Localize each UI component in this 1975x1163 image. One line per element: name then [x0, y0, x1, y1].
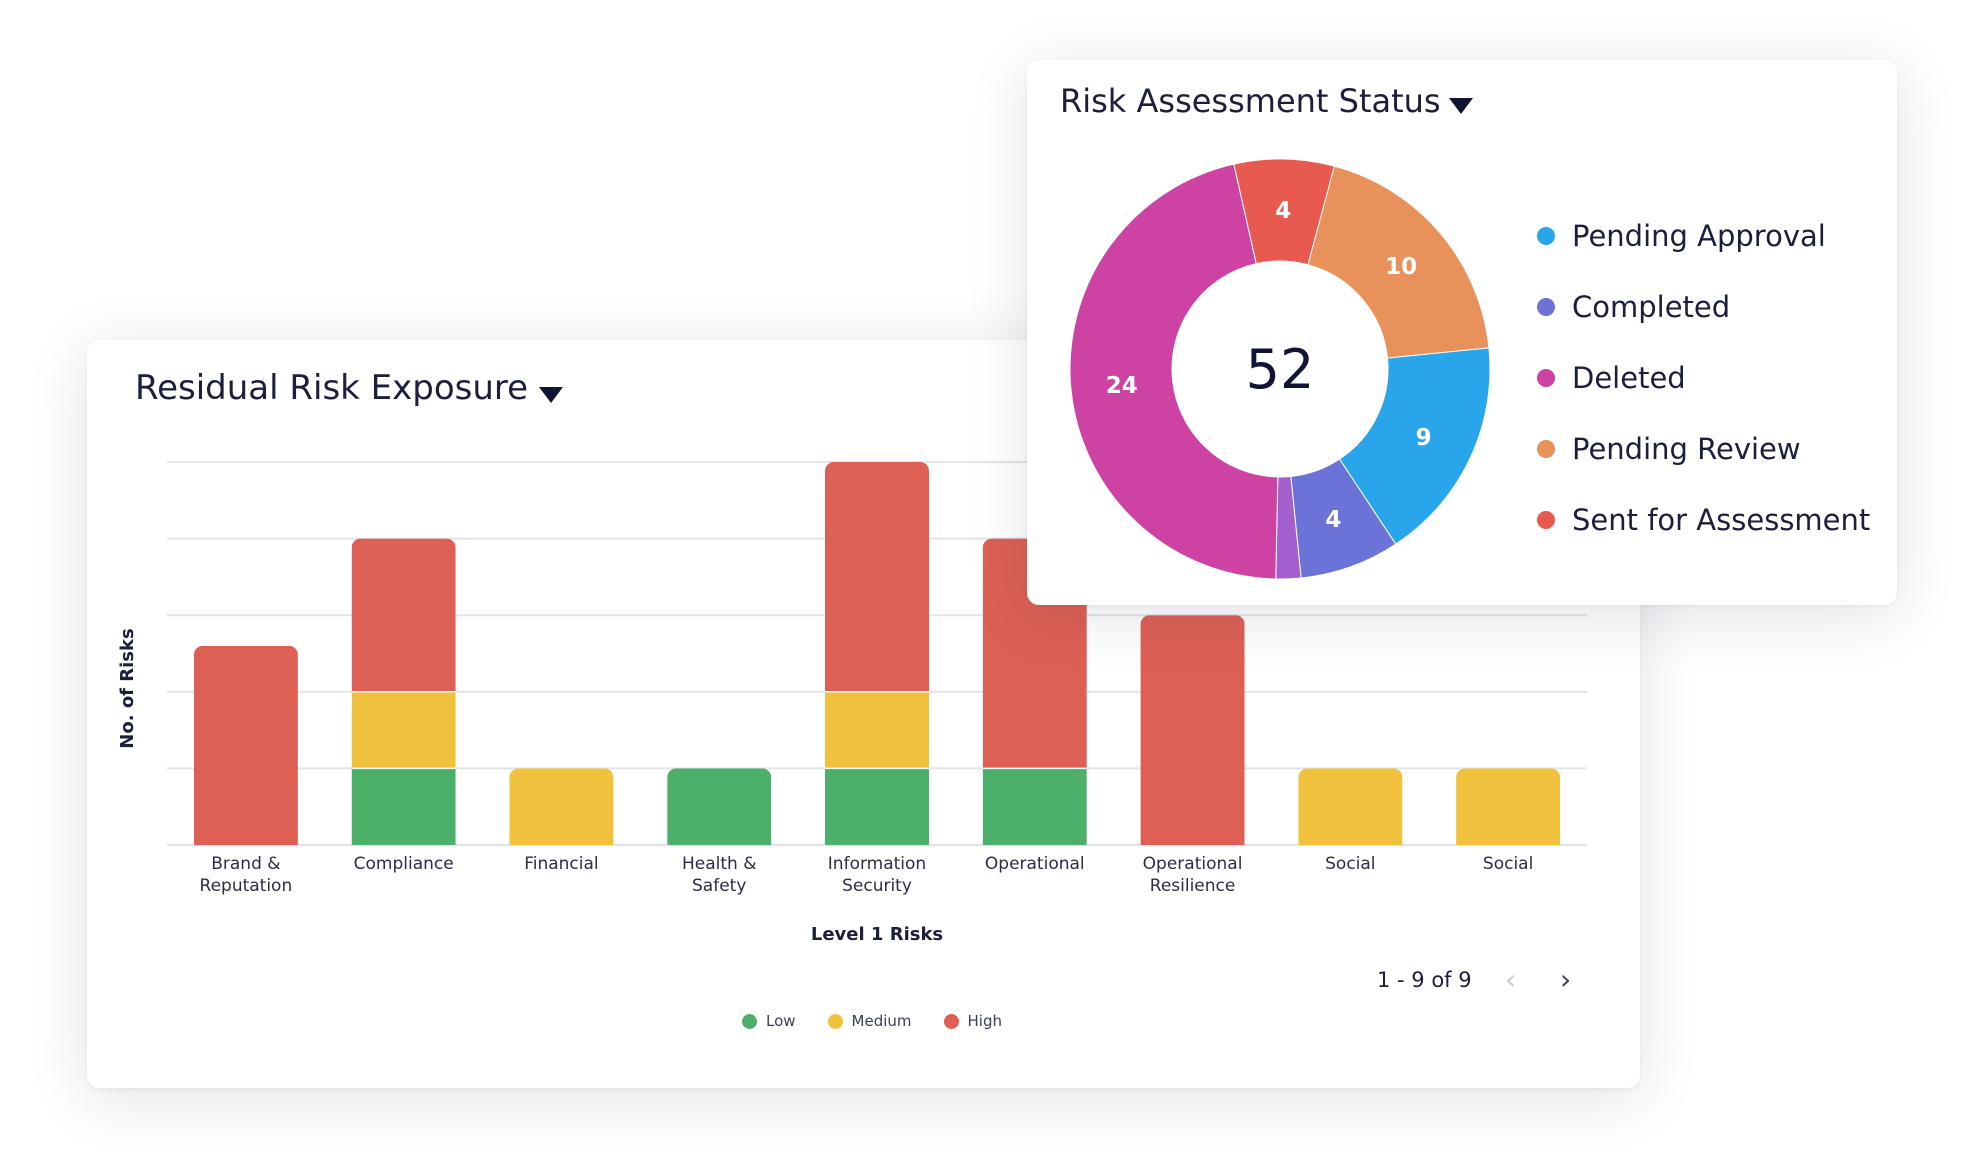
bar-stack-brand-reputation[interactable]: [193, 645, 298, 845]
bar-chart-legend: Low Medium High: [742, 1012, 1002, 1030]
donut-legend-label: Pending Approval: [1572, 218, 1826, 253]
donut-chart-legend: Pending Approval Completed Deleted Pending …: [1537, 200, 1870, 555]
bar-segment-medium[interactable]: [351, 691, 456, 769]
donut-legend-dot: [1537, 226, 1555, 245]
x-tick-label: Brand & Reputation: [200, 854, 293, 896]
donut-legend-item-deleted[interactable]: Deleted: [1537, 342, 1870, 413]
y-axis-label: No. of Risks: [117, 628, 138, 748]
x-axis-label: Level 1 Risks: [811, 924, 943, 945]
donut-chart: 10 9 4 24 4 52: [1069, 158, 1491, 580]
donut-center-total: 52: [1246, 338, 1315, 401]
bar-segment-low[interactable]: [351, 768, 456, 845]
bar-segment-high[interactable]: [351, 538, 456, 692]
x-tick-label: Compliance: [354, 854, 454, 874]
donut-slice-label: 24: [1106, 373, 1138, 399]
pagination-next-chevron-icon[interactable]: ›: [1560, 963, 1572, 996]
donut-slice-pending-review[interactable]: [1307, 165, 1490, 359]
donut-legend-item-pending-review[interactable]: Pending Review: [1537, 413, 1870, 484]
bar-chart-dropdown-caret-icon[interactable]: [539, 387, 563, 403]
donut-slice-sent-for-assessment[interactable]: [1233, 158, 1335, 266]
bar-stack-financial[interactable]: [509, 768, 614, 845]
bar-segment-high[interactable]: [1140, 615, 1245, 845]
legend-label-medium: Medium: [851, 1012, 912, 1030]
bar-segment-low[interactable]: [667, 768, 772, 845]
x-tick-label: Social: [1325, 854, 1375, 874]
pagination-prev-chevron-icon[interactable]: ‹: [1505, 963, 1517, 996]
bar-segment-high[interactable]: [825, 462, 929, 692]
bar-stack-information-security[interactable]: [825, 462, 929, 845]
bar-segment-low[interactable]: [825, 768, 929, 845]
donut-legend-item-sent-for-assessment[interactable]: Sent for Assessment: [1537, 484, 1870, 555]
legend-item-low[interactable]: Low: [742, 1012, 796, 1030]
risk-assessment-status-card: Risk Assessment Status 10 9 4 24 4 52 Pending…: [1027, 60, 1897, 605]
legend-dot-high: [943, 1013, 959, 1029]
x-tick-label: Information Security: [828, 854, 926, 896]
donut-slice-label: 10: [1385, 254, 1417, 280]
donut-legend-label: Sent for Assessment: [1572, 502, 1871, 537]
legend-label-high: High: [967, 1012, 1003, 1030]
donut-legend-label: Completed: [1572, 289, 1731, 324]
donut-chart-title: Risk Assessment Status: [1060, 82, 1441, 120]
x-tick-label: Financial: [524, 854, 598, 874]
donut-legend-label: Deleted: [1572, 360, 1686, 395]
bar-chart-title: Residual Risk Exposure: [135, 368, 529, 408]
donut-legend-dot: [1537, 510, 1555, 529]
legend-dot-low: [742, 1013, 757, 1029]
pagination-label: 1 - 9 of 9: [1377, 968, 1472, 992]
donut-legend-dot: [1537, 439, 1555, 458]
legend-label-low: Low: [766, 1012, 796, 1030]
bar-segment-medium[interactable]: [509, 768, 614, 845]
bar-stack-compliance[interactable]: [351, 538, 456, 845]
donut-slice-deleted[interactable]: [1069, 163, 1279, 580]
bar-chart: Brand & Reputation Compliance Financial Heal…: [117, 461, 1587, 945]
x-tick-label: Operational: [985, 854, 1085, 874]
bar-segment-medium[interactable]: [1456, 768, 1561, 845]
donut-legend-label: Pending Review: [1572, 431, 1801, 466]
donut-slice-label: 4: [1325, 507, 1341, 533]
bar-segment-high[interactable]: [193, 645, 298, 845]
bar-segment-medium[interactable]: [825, 691, 929, 769]
bar-stack-operational-resilience[interactable]: [1140, 615, 1245, 845]
legend-item-medium[interactable]: Medium: [827, 1012, 912, 1030]
donut-legend-dot: [1537, 297, 1555, 316]
legend-item-high[interactable]: High: [943, 1012, 1003, 1030]
x-tick-label: Health & Safety: [682, 854, 756, 896]
bar-stack-health-safety[interactable]: [667, 768, 772, 845]
donut-chart-dropdown-caret-icon[interactable]: [1449, 98, 1473, 114]
donut-slice-label: 9: [1416, 425, 1432, 451]
donut-legend-item-completed[interactable]: Completed: [1537, 271, 1870, 342]
donut-legend-dot: [1537, 368, 1555, 387]
bar-segment-low[interactable]: [982, 768, 1087, 845]
x-tick-label: Social: [1483, 854, 1533, 874]
donut-slice-pending-approval[interactable]: [1338, 347, 1491, 545]
donut-legend-item-pending-approval[interactable]: Pending Approval: [1537, 200, 1870, 271]
bar-stack-social[interactable]: [1456, 768, 1561, 845]
x-tick-label: Operational Resilience: [1143, 854, 1243, 896]
legend-dot-medium: [827, 1013, 843, 1029]
bar-stack-social[interactable]: [1298, 768, 1403, 845]
donut-slice-label: 4: [1275, 198, 1291, 224]
bar-segment-medium[interactable]: [1298, 768, 1403, 845]
